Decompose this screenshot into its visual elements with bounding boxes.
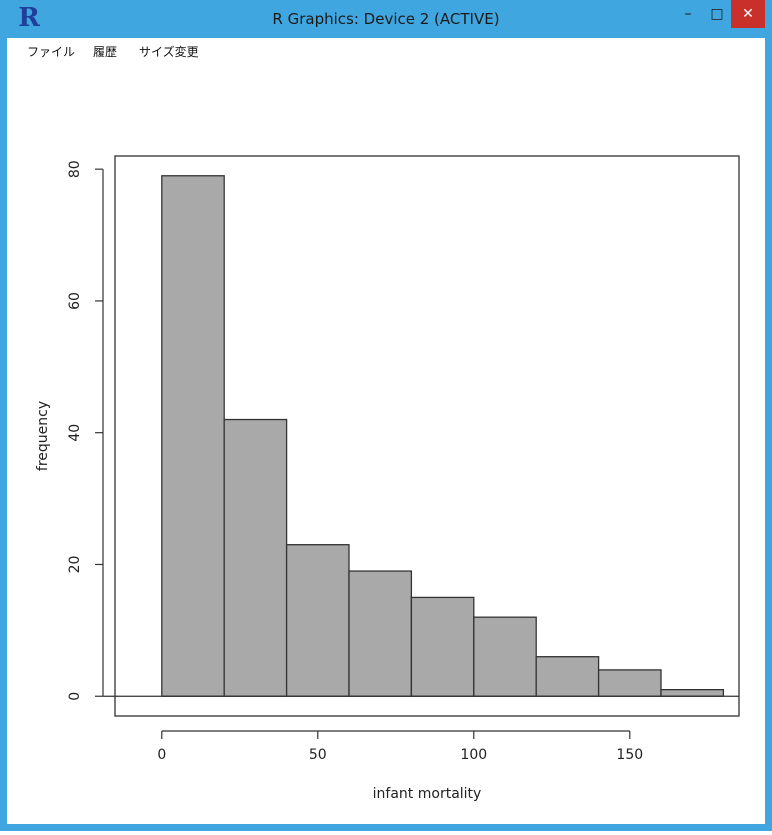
histogram-bar [161, 175, 225, 697]
x-tick-label: 0 [157, 747, 166, 763]
y-tick-label: 20 [67, 556, 83, 574]
y-tick-label: 40 [67, 424, 83, 442]
y-tick-label: 60 [67, 292, 83, 310]
histogram-bar [660, 688, 725, 697]
histogram-bar [597, 669, 662, 697]
histogram-bar [535, 656, 600, 697]
x-axis-label: infant mortality [373, 786, 482, 802]
minimize-button[interactable]: – [684, 6, 692, 22]
y-axis-label: frequency [35, 401, 51, 471]
plot-area: 0 50 100 150 0 20 40 60 80 infant mortality fre… [7, 66, 765, 831]
histogram-bar [285, 544, 350, 697]
x-tick-label: 50 [309, 747, 327, 763]
menu-history[interactable]: 履歴 [93, 45, 118, 59]
histogram-bar [223, 418, 288, 697]
r-logo-icon: R [18, 3, 40, 33]
menu-resize[interactable]: サイズ変更 [139, 45, 199, 59]
histogram-bar [473, 616, 537, 697]
title-bar[interactable]: R R Graphics: Device 2 (ACTIVE) – □ ✕ [7, 0, 765, 38]
histogram-chart: 0 50 100 150 0 20 40 60 80 infant mortality fre… [35, 155, 740, 802]
y-tick-label: 80 [67, 160, 83, 178]
menu-file[interactable]: ファイル [27, 45, 76, 59]
y-tick-label: 0 [67, 692, 83, 701]
close-button[interactable]: ✕ [731, 0, 765, 28]
window-title: R Graphics: Device 2 (ACTIVE) [272, 10, 500, 28]
histogram-bar [410, 596, 475, 697]
histogram-bar [348, 570, 413, 697]
plot-box [114, 155, 740, 717]
x-tick-label: 150 [616, 747, 643, 763]
maximize-button[interactable]: □ [710, 6, 724, 22]
menu-bar: ファイル 履歴 サイズ変更 [7, 38, 765, 66]
x-tick-label: 100 [460, 747, 487, 763]
